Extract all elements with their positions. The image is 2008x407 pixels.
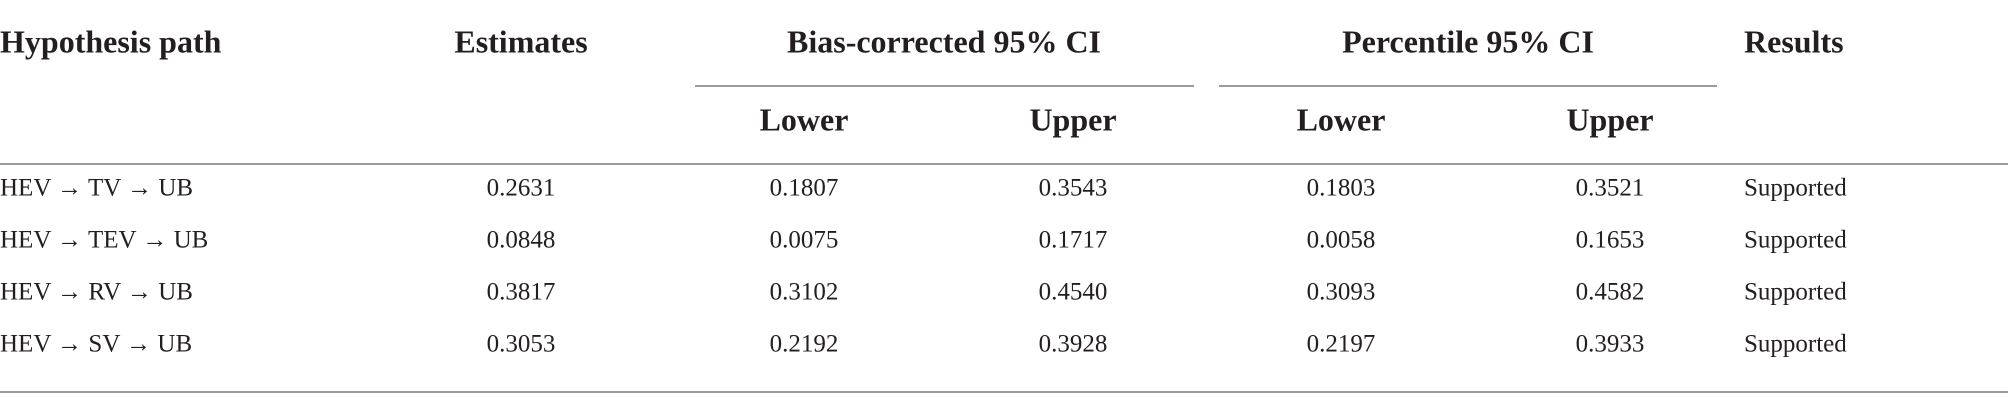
header-cell: Percentile 95% CI [1342,23,1594,59]
table-cell: 0.2631 [487,175,556,202]
table-cell: 0.3933 [1576,331,1645,358]
table-cell: 0.0848 [487,227,556,254]
subheader-cell: Upper [1566,101,1653,137]
table-cell: 0.3521 [1576,175,1645,202]
table-cell: 0.2192 [770,331,839,358]
subheader-cell: Lower [1297,101,1386,137]
table-cell: 0.3053 [487,331,556,358]
table-cell: 0.3093 [1307,279,1376,306]
table-cell: 0.1807 [770,175,839,202]
table-cell: Supported [1744,175,1847,202]
header-cell: Estimates [454,23,587,59]
table-cell: 0.3817 [487,279,556,306]
table-cell: HEV → TV → UB [0,175,193,202]
table-cell: 0.1803 [1307,175,1376,202]
table-cell: 0.4582 [1576,279,1645,306]
subheader-cell: Lower [760,101,849,137]
table-cell: 0.0075 [770,227,839,254]
table-cell: HEV → RV → UB [0,279,193,306]
table-cell: 0.3543 [1039,175,1108,202]
table-cell: 0.1717 [1039,227,1108,254]
table-cell: 0.0058 [1307,227,1376,254]
table-cell: HEV → SV → UB [0,331,192,358]
header-cell: Hypothesis path [0,23,222,59]
table-cell: 0.3102 [770,279,839,306]
table-cell: 0.4540 [1039,279,1108,306]
header-cell: Results [1744,23,1844,59]
table-cell: 0.3928 [1039,331,1108,358]
table-cell: Supported [1744,331,1847,358]
table-cell: Supported [1744,227,1847,254]
table-cell: 0.1653 [1576,227,1645,254]
table-cell: 0.2197 [1307,331,1376,358]
table-cell: Supported [1744,279,1847,306]
header-cell: Bias-corrected 95% CI [787,23,1101,59]
subheader-cell: Upper [1029,101,1116,137]
table-cell: HEV → TEV → UB [0,227,208,254]
